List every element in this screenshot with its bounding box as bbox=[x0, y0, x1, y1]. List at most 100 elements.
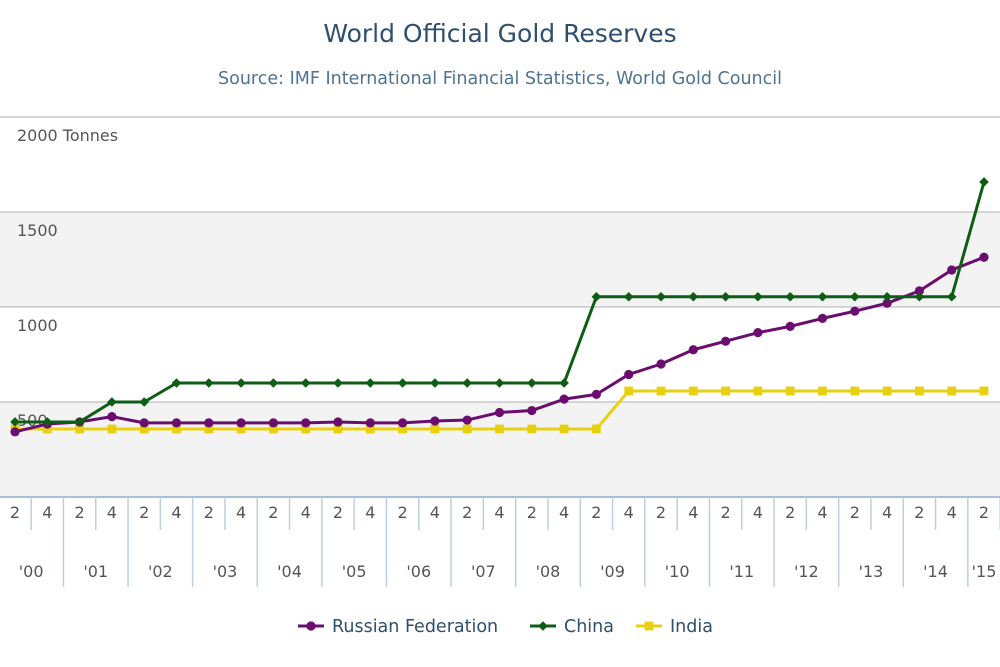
x-quarter-label: 4 bbox=[42, 503, 52, 522]
data-point-india bbox=[139, 424, 149, 434]
x-year-label: '12 bbox=[794, 562, 819, 581]
data-point-russian-federation bbox=[624, 369, 634, 380]
chart-title: World Official Gold Reserves bbox=[323, 19, 676, 48]
data-point-india bbox=[301, 424, 311, 434]
data-point-china bbox=[430, 378, 440, 388]
data-point-china bbox=[720, 291, 731, 302]
data-point-china bbox=[494, 378, 505, 388]
data-point-china bbox=[42, 417, 53, 427]
x-quarter-label: 2 bbox=[850, 503, 860, 522]
data-point-russian-federation bbox=[527, 405, 537, 416]
x-quarter-label: 4 bbox=[817, 503, 827, 522]
legend-item-india: India bbox=[636, 617, 713, 637]
data-point-russian-federation bbox=[914, 286, 925, 296]
data-point-russian-federation bbox=[591, 389, 602, 399]
x-quarter-label: 4 bbox=[430, 503, 440, 522]
x-year-label: '14 bbox=[923, 562, 948, 581]
data-point-china bbox=[623, 291, 634, 302]
x-year-label: '08 bbox=[536, 562, 561, 581]
x-quarter-label: 2 bbox=[268, 503, 278, 522]
data-point-china bbox=[785, 291, 795, 302]
x-quarter-label: 2 bbox=[591, 503, 601, 522]
data-point-russian-federation bbox=[688, 345, 698, 355]
legend-item-russian-federation: Russian Federation bbox=[298, 617, 498, 637]
data-point-china bbox=[527, 378, 537, 388]
data-point-china bbox=[688, 291, 699, 302]
x-year-label: '11 bbox=[729, 562, 754, 581]
data-point-china bbox=[107, 397, 117, 407]
data-point-russian-federation bbox=[268, 418, 278, 428]
data-point-india bbox=[915, 386, 924, 396]
data-point-india bbox=[850, 386, 860, 396]
data-point-china bbox=[753, 291, 763, 302]
data-point-china bbox=[850, 291, 860, 302]
grid-lines bbox=[0, 116, 1000, 403]
x-quarter-label: 4 bbox=[882, 503, 892, 522]
x-quarter-label: 2 bbox=[656, 503, 666, 522]
x-quarter-label: 2 bbox=[398, 503, 408, 522]
x-axis: 2 4 2 4 2 4 2 4 2 4 2 4 2 4 2 4 2 4 2 4 2 4 2 4 2 4 2 4 2 4 2 '00 '01 '02… bbox=[0, 496, 1000, 587]
data-point-india bbox=[688, 386, 698, 396]
data-point-russian-federation bbox=[882, 298, 892, 308]
x-quarter-label: 4 bbox=[688, 503, 698, 522]
x-year-label: '04 bbox=[277, 562, 302, 581]
data-point-china bbox=[397, 378, 408, 388]
data-point-russian-federation bbox=[753, 328, 763, 338]
series-china bbox=[10, 177, 989, 427]
x-quarter-label: 4 bbox=[753, 503, 763, 522]
x-year-label: '00 bbox=[19, 562, 44, 581]
x-year-label: '02 bbox=[148, 562, 173, 581]
data-point-russian-federation bbox=[333, 417, 343, 427]
band-0-500 bbox=[0, 402, 1000, 497]
data-point-russian-federation bbox=[107, 412, 117, 422]
legend-item-china: China bbox=[530, 617, 614, 637]
x-quarter-label: 2 bbox=[139, 503, 149, 522]
x-year-label: '09 bbox=[600, 562, 625, 581]
data-point-china bbox=[817, 291, 828, 302]
data-point-india bbox=[75, 424, 84, 434]
x-quarter-label: 2 bbox=[10, 503, 20, 522]
x-quarter-label: 4 bbox=[107, 503, 117, 522]
x-quarter-label: 2 bbox=[914, 503, 924, 522]
x-quarter-label: 2 bbox=[204, 503, 214, 522]
data-point-russian-federation bbox=[785, 321, 795, 331]
x-year-label: '01 bbox=[83, 562, 108, 581]
data-point-russian-federation bbox=[947, 265, 957, 275]
series-russian-federation bbox=[10, 252, 989, 437]
data-point-china bbox=[268, 378, 279, 388]
x-quarter-label: 4 bbox=[236, 503, 246, 522]
legend-label: India bbox=[670, 617, 713, 637]
data-point-india bbox=[269, 424, 278, 434]
x-quarter-label: 2 bbox=[333, 503, 343, 522]
data-point-china bbox=[946, 291, 957, 302]
data-point-china bbox=[139, 397, 149, 407]
data-point-russian-federation bbox=[462, 415, 472, 425]
x-quarter-label: 4 bbox=[301, 503, 311, 522]
x-year-label: '03 bbox=[213, 562, 238, 581]
data-point-russian-federation bbox=[171, 418, 182, 428]
data-point-russian-federation bbox=[559, 394, 569, 404]
data-point-india bbox=[818, 386, 827, 396]
data-point-india bbox=[882, 386, 892, 396]
x-quarter-label: 2 bbox=[462, 503, 472, 522]
x-year-label: '07 bbox=[471, 562, 496, 581]
x-quarter-label: 2 bbox=[721, 503, 731, 522]
data-point-china bbox=[462, 378, 472, 388]
data-point-india bbox=[979, 386, 989, 396]
data-point-india bbox=[204, 424, 214, 434]
legend-marker bbox=[538, 621, 548, 631]
data-point-russian-federation bbox=[656, 359, 666, 369]
data-point-china bbox=[300, 378, 311, 388]
data-point-china bbox=[365, 378, 376, 388]
data-point-russian-federation bbox=[10, 427, 20, 437]
data-point-india bbox=[624, 386, 634, 396]
x-quarter-label: 4 bbox=[171, 503, 181, 522]
data-point-china bbox=[591, 291, 602, 302]
x-quarter-label: 2 bbox=[979, 503, 989, 522]
y-tick-label: 2000 Tonnes bbox=[17, 126, 118, 145]
data-point-russian-federation bbox=[850, 306, 860, 316]
x-quarter-label: 4 bbox=[494, 503, 504, 522]
data-point-china bbox=[74, 417, 85, 427]
data-point-india bbox=[398, 424, 407, 434]
x-year-label: '06 bbox=[406, 562, 431, 581]
